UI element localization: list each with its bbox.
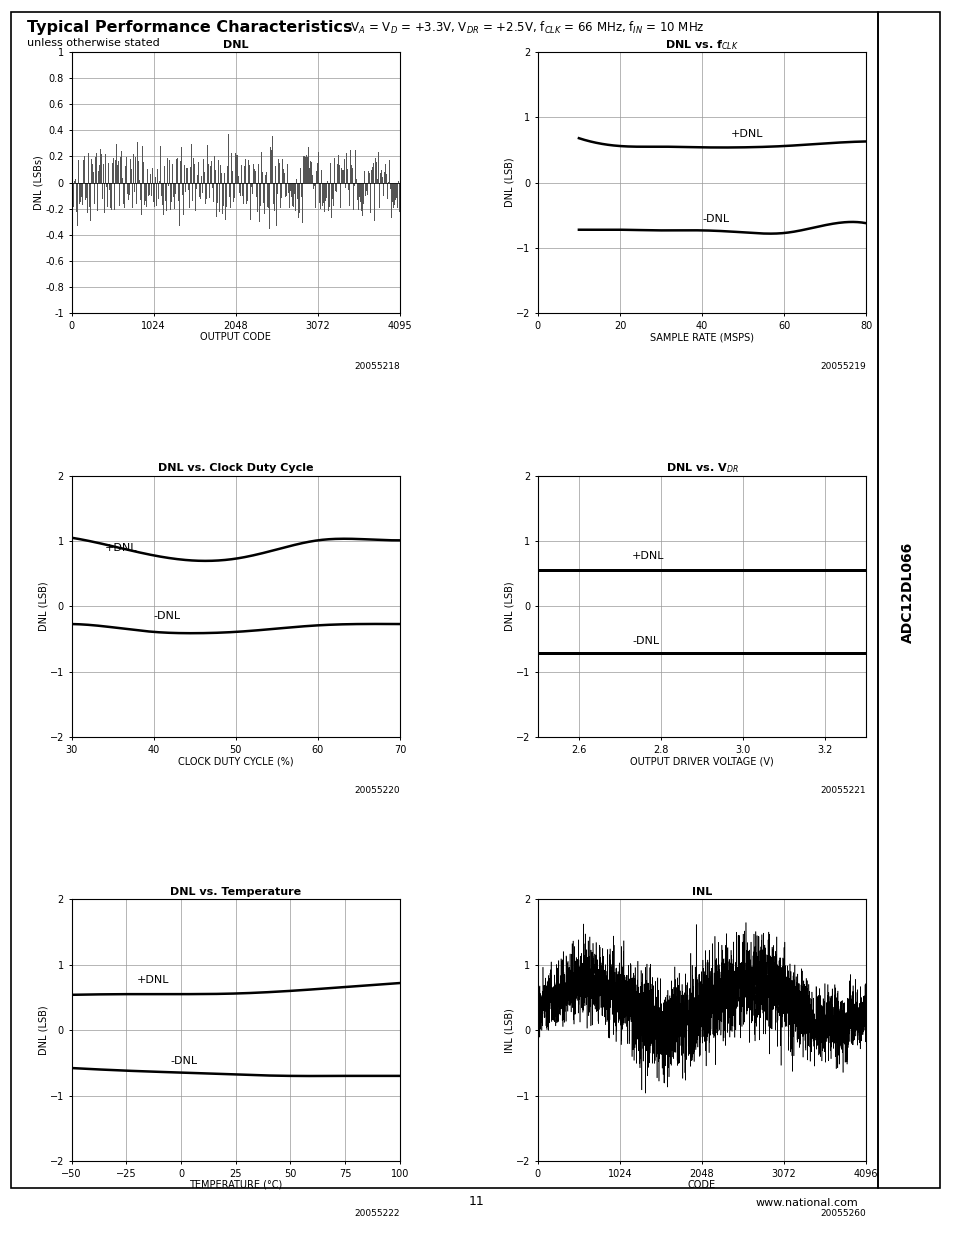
Title: DNL vs. Clock Duty Cycle: DNL vs. Clock Duty Cycle bbox=[158, 463, 314, 473]
Text: 20055219: 20055219 bbox=[820, 362, 865, 370]
Y-axis label: DNL (LSB): DNL (LSB) bbox=[38, 1005, 48, 1055]
Y-axis label: DNL (LSBs): DNL (LSBs) bbox=[33, 156, 44, 210]
Text: www.national.com: www.national.com bbox=[755, 1198, 858, 1208]
Text: V$_A$ = V$_D$ = +3.3V, V$_{DR}$ = +2.5V, f$_{CLK}$ = 66 MHz, f$_{IN}$ = 10 MHz: V$_A$ = V$_D$ = +3.3V, V$_{DR}$ = +2.5V,… bbox=[343, 20, 704, 36]
Title: DNL vs. V$_{DR}$: DNL vs. V$_{DR}$ bbox=[665, 462, 738, 475]
Text: +DNL: +DNL bbox=[632, 551, 664, 561]
Title: INL: INL bbox=[691, 887, 712, 897]
X-axis label: OUTPUT DRIVER VOLTAGE (V): OUTPUT DRIVER VOLTAGE (V) bbox=[630, 756, 773, 766]
Text: 20055221: 20055221 bbox=[820, 785, 865, 794]
X-axis label: OUTPUT CODE: OUTPUT CODE bbox=[200, 332, 271, 342]
Text: +DNL: +DNL bbox=[730, 128, 762, 138]
X-axis label: CLOCK DUTY CYCLE (%): CLOCK DUTY CYCLE (%) bbox=[178, 756, 294, 766]
Y-axis label: DNL (LSB): DNL (LSB) bbox=[504, 158, 514, 207]
Y-axis label: DNL (LSB): DNL (LSB) bbox=[504, 582, 514, 631]
Text: unless otherwise stated: unless otherwise stated bbox=[27, 38, 159, 48]
Text: Typical Performance Characteristics: Typical Performance Characteristics bbox=[27, 20, 352, 35]
Text: -DNL: -DNL bbox=[153, 611, 180, 621]
Text: -DNL: -DNL bbox=[701, 214, 728, 224]
X-axis label: CODE: CODE bbox=[687, 1179, 716, 1191]
X-axis label: TEMPERATURE (°C): TEMPERATURE (°C) bbox=[189, 1179, 282, 1191]
Text: +DNL: +DNL bbox=[137, 976, 170, 986]
Title: DNL vs. f$_{CLK}$: DNL vs. f$_{CLK}$ bbox=[664, 38, 739, 52]
Y-axis label: INL (LSB): INL (LSB) bbox=[504, 1008, 514, 1052]
Text: 20055260: 20055260 bbox=[820, 1209, 865, 1219]
Text: 20055220: 20055220 bbox=[354, 785, 399, 794]
Title: DNL vs. Temperature: DNL vs. Temperature bbox=[170, 887, 301, 897]
Text: -DNL: -DNL bbox=[632, 636, 659, 646]
X-axis label: SAMPLE RATE (MSPS): SAMPLE RATE (MSPS) bbox=[649, 332, 753, 342]
Text: 20055222: 20055222 bbox=[355, 1209, 399, 1219]
Title: DNL: DNL bbox=[223, 40, 248, 49]
Text: ADC12DL066: ADC12DL066 bbox=[901, 542, 914, 643]
Text: +DNL: +DNL bbox=[104, 543, 136, 553]
Text: 11: 11 bbox=[469, 1194, 484, 1208]
Text: 20055218: 20055218 bbox=[354, 362, 399, 370]
Y-axis label: DNL (LSB): DNL (LSB) bbox=[38, 582, 48, 631]
Text: -DNL: -DNL bbox=[170, 1056, 197, 1066]
